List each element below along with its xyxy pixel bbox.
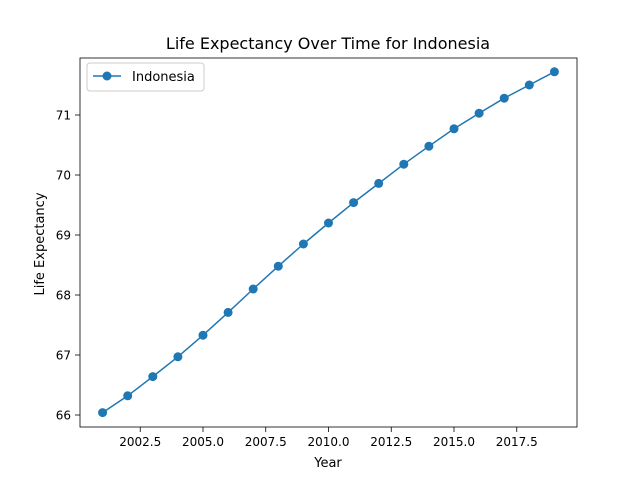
- data-point: [474, 108, 484, 118]
- data-point: [549, 67, 559, 77]
- legend: Indonesia: [86, 62, 205, 92]
- y-tick-label: 67: [56, 349, 71, 363]
- data-point: [248, 284, 258, 294]
- x-tick-label: 2017.5: [496, 435, 538, 449]
- data-point: [424, 141, 434, 151]
- x-tick-label: 2010.0: [308, 435, 350, 449]
- data-point: [123, 391, 133, 401]
- legend-label: Indonesia: [132, 70, 195, 85]
- data-point: [223, 307, 233, 317]
- data-point: [173, 352, 183, 362]
- x-axis-label: Year: [313, 456, 342, 471]
- data-point: [324, 218, 333, 228]
- data-point: [399, 159, 409, 169]
- legend-marker: [102, 71, 112, 81]
- legend-box: [86, 62, 205, 92]
- y-tick-label: 70: [56, 169, 71, 183]
- x-tick-label: 2002.5: [119, 435, 161, 449]
- data-point: [98, 408, 108, 418]
- data-point: [524, 80, 534, 90]
- data-point: [198, 330, 208, 340]
- data-point: [148, 372, 158, 382]
- data-point: [273, 261, 283, 271]
- series-layer: [98, 67, 559, 418]
- data-point: [298, 239, 308, 249]
- y-tick-label: 69: [56, 229, 71, 243]
- data-point: [349, 198, 359, 208]
- y-tick-label: 66: [56, 409, 71, 423]
- y-axis: 66 67 68 69 70 71: [56, 109, 80, 423]
- y-tick-label: 68: [56, 289, 71, 303]
- data-point: [499, 93, 509, 103]
- x-tick-label: 2005.0: [182, 435, 224, 449]
- y-axis-label: Life Expectancy: [33, 192, 48, 295]
- y-tick-label: 71: [56, 109, 71, 123]
- data-point: [449, 124, 459, 134]
- x-tick-label: 2012.5: [370, 435, 412, 449]
- x-tick-label: 2007.5: [245, 435, 287, 449]
- chart-title: Life Expectancy Over Time for Indonesia: [166, 34, 490, 53]
- x-axis: 2002.5 2005.0 2007.5 2010.0 2012.5 2015.0 2017…: [119, 427, 538, 449]
- plot-area: [79, 57, 578, 428]
- x-tick-label: 2015.0: [433, 435, 475, 449]
- data-point: [374, 178, 384, 188]
